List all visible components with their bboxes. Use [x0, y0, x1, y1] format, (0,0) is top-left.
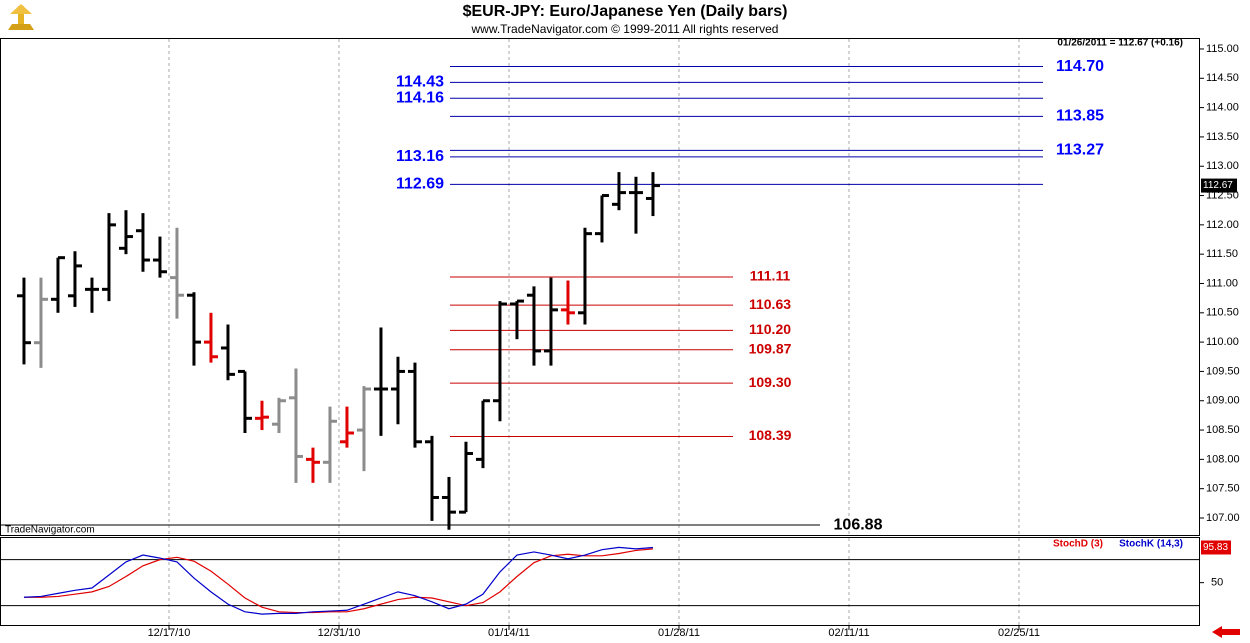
legend-entry: StochK (14,3): [1119, 539, 1183, 550]
last-value: 95.83: [1203, 542, 1228, 553]
level-label: 108.39: [749, 427, 792, 443]
y-tick-label: 113.00: [1206, 160, 1239, 172]
x-tick-label: 01/14/11: [488, 627, 530, 639]
scroll-arrow[interactable]: [1212, 626, 1240, 638]
y-tick-label: 113.50: [1206, 131, 1239, 143]
y-tick-label: 107.00: [1206, 512, 1240, 524]
last-price-badge: [1201, 178, 1237, 193]
y-tick-label: 50: [1211, 577, 1223, 589]
y-tick-label: 111.00: [1206, 277, 1238, 289]
stoch-line: [23, 546, 654, 615]
y-tick-label: 107.50: [1206, 483, 1240, 495]
level-label: 114.16: [396, 89, 444, 106]
y-tick-label: 112.00: [1206, 219, 1239, 231]
info: 01/26/2011 = 112.67 (+0.16): [1057, 38, 1183, 49]
level-label: 106.88: [834, 516, 883, 533]
y-tick-label: 114.50: [1206, 72, 1239, 84]
watermark: TradeNavigator.com: [5, 525, 95, 536]
level-label: 109.30: [749, 374, 792, 390]
x-tick-label: 01/28/11: [658, 627, 700, 639]
level-label: 113.16: [396, 148, 444, 165]
stoch-line: [23, 548, 654, 614]
price-frame: [0, 38, 1200, 536]
level-label: 113.27: [1056, 142, 1104, 159]
legend-entry: StochD (3): [1053, 539, 1103, 550]
stoch-frame: [0, 537, 1200, 626]
y-tick-label: 109.00: [1206, 395, 1240, 407]
level-label: 109.87: [749, 340, 792, 356]
level-label: 110.20: [749, 321, 791, 337]
level-label: 114.43: [396, 74, 444, 91]
y-tick-label: 108.50: [1206, 424, 1240, 436]
level-label: 114.70: [1056, 58, 1104, 75]
level-label: 110.63: [749, 296, 791, 312]
last-value-badge: [1201, 540, 1231, 555]
x-tick-label: 12/31/10: [318, 627, 361, 639]
chart-title: $EUR-JPY: Euro/Japanese Yen (Daily bars): [463, 3, 788, 20]
x-tick-label: 02/25/11: [998, 627, 1040, 639]
level-label: 113.85: [1056, 108, 1104, 125]
y-tick-label: 110.00: [1206, 336, 1239, 348]
subtitle: www.TradeNavigator.com © 1999-2011 All r…: [471, 22, 779, 36]
y-tick-label: 108.00: [1206, 453, 1240, 465]
y-tick-label: 111.50: [1206, 248, 1238, 260]
y-tick-label: 115.00: [1206, 43, 1239, 55]
x-tick-label: 02/11/11: [828, 627, 869, 639]
logo: [8, 4, 34, 30]
y-tick-label: 114.00: [1206, 102, 1239, 114]
y-tick-label: 110.50: [1206, 307, 1239, 319]
x-tick-label: 12/17/10: [148, 627, 191, 639]
last-price: 112.67: [1203, 180, 1233, 191]
y-tick-label: 109.50: [1206, 365, 1240, 377]
level-label: 111.11: [750, 268, 791, 284]
level-label: 112.69: [396, 176, 444, 193]
